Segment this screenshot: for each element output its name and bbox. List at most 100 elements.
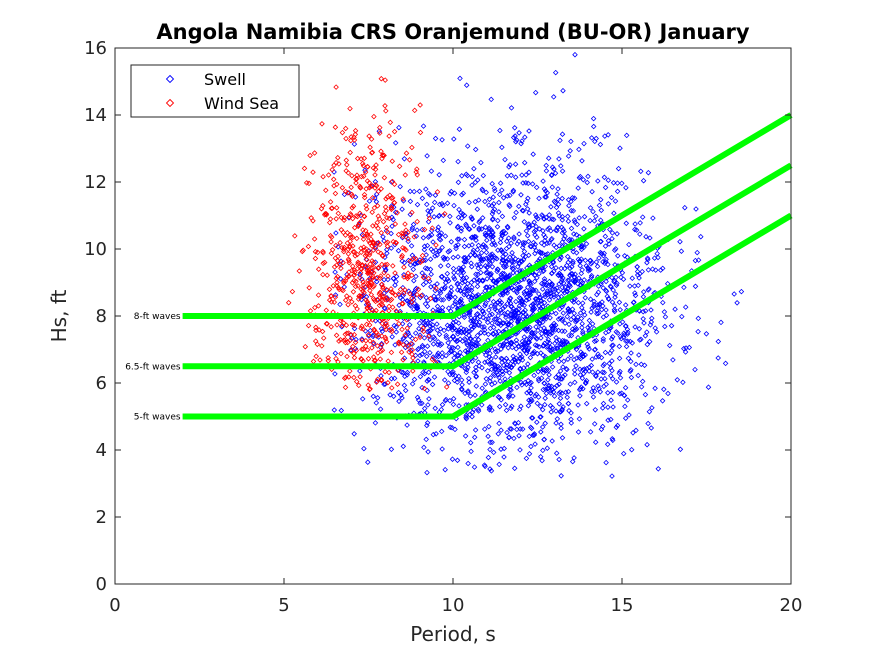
wind-sea-point — [401, 290, 407, 296]
swell-point — [543, 168, 550, 174]
swell-point — [545, 251, 551, 257]
swell-point — [499, 368, 506, 375]
wind-sea-point — [378, 75, 385, 82]
wind-sea-point — [360, 358, 366, 364]
swell-point — [554, 285, 560, 291]
wind-sea-point — [292, 233, 298, 239]
swell-point — [510, 313, 517, 320]
swell-point — [333, 230, 339, 236]
swell-point — [543, 162, 549, 169]
swell-point — [587, 205, 594, 211]
swell-point — [556, 156, 562, 162]
swell-point — [444, 270, 451, 277]
swell-point — [598, 207, 605, 214]
swell-point — [492, 302, 498, 308]
swell-point — [479, 364, 485, 371]
wind-sea-point — [325, 355, 331, 361]
swell-point — [525, 252, 532, 259]
wind-sea-point — [382, 77, 388, 83]
swell-point — [563, 389, 569, 396]
wind-sea-point — [390, 263, 396, 269]
swell-point — [543, 252, 549, 258]
swell-point — [437, 263, 444, 269]
wind-sea-point — [344, 353, 350, 360]
swell-point — [590, 303, 597, 310]
swell-point — [536, 303, 542, 309]
wind-sea-point — [359, 337, 365, 344]
swell-point — [632, 290, 638, 296]
wind-sea-point — [367, 261, 373, 267]
wind-sea-point — [357, 270, 364, 276]
swell-point — [483, 284, 489, 291]
swell-point — [458, 228, 464, 234]
swell-point — [578, 315, 585, 322]
wind-sea-point — [382, 204, 389, 210]
wind-sea-point — [343, 157, 350, 164]
swell-point — [482, 463, 488, 470]
swell-point — [461, 212, 468, 219]
swell-point — [440, 297, 447, 303]
swell-point — [448, 239, 455, 245]
swell-point — [559, 217, 566, 223]
swell-point — [487, 446, 493, 453]
swell-point — [565, 309, 571, 315]
wind-sea-point — [408, 340, 414, 347]
swell-point — [532, 342, 539, 348]
wind-sea-point — [350, 249, 356, 255]
swell-point — [648, 307, 654, 313]
swell-point — [570, 248, 577, 255]
swell-point — [557, 137, 563, 144]
swell-point — [489, 254, 495, 260]
swell-point — [515, 359, 522, 365]
wind-sea-point — [353, 378, 360, 385]
swell-point — [458, 299, 465, 306]
swell-point — [626, 412, 632, 418]
wind-sea-point — [371, 113, 377, 120]
swell-point — [519, 172, 525, 178]
swell-point — [532, 296, 539, 302]
swell-point — [503, 314, 509, 321]
swell-point — [512, 174, 519, 180]
wind-sea-point — [338, 227, 345, 233]
swell-point — [550, 325, 556, 331]
swell-point — [605, 238, 612, 244]
swell-point — [542, 395, 548, 401]
wind-sea-point — [418, 292, 425, 299]
swell-point — [546, 297, 553, 303]
swell-point — [482, 263, 489, 269]
swell-point — [472, 427, 479, 433]
wind-sea-point — [417, 129, 424, 136]
wind-sea-point — [342, 232, 349, 238]
swell-point — [532, 393, 538, 399]
wind-sea-point — [406, 349, 412, 355]
swell-point — [662, 323, 668, 330]
wind-sea-point — [334, 181, 340, 188]
swell-point — [571, 279, 578, 286]
swell-point — [373, 400, 380, 406]
swell-point — [514, 426, 520, 433]
swell-point — [434, 303, 441, 310]
swell-point — [463, 258, 469, 265]
swell-point — [629, 340, 636, 346]
swell-point — [591, 338, 598, 345]
swell-point — [603, 287, 609, 294]
swell-point — [622, 403, 628, 410]
swell-point — [522, 344, 529, 350]
swell-point — [588, 261, 594, 267]
wind-sea-point — [338, 265, 344, 272]
swell-point — [516, 130, 522, 136]
swell-point — [447, 213, 453, 220]
swell-point — [367, 327, 374, 334]
swell-point — [622, 384, 629, 391]
y-tick-label: 6 — [96, 373, 107, 394]
wind-sea-point — [375, 265, 382, 271]
swell-point — [481, 324, 487, 330]
swell-point — [538, 298, 544, 305]
swell-point — [454, 379, 461, 385]
swell-point — [541, 232, 547, 238]
swell-point — [518, 140, 524, 147]
swell-point — [590, 115, 597, 122]
swell-point — [504, 319, 510, 326]
swell-point — [529, 350, 536, 357]
